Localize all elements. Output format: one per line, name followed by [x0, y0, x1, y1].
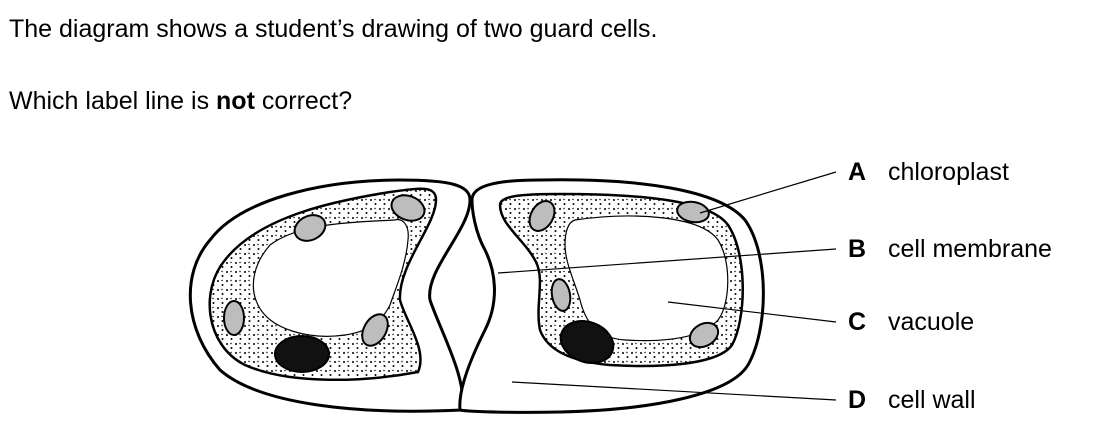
question-line-2: Which label line is not correct?	[9, 86, 352, 116]
label-line-b	[497, 248, 837, 274]
label-b-text: cell membrane	[888, 235, 1052, 263]
left-vacuole	[252, 218, 409, 337]
left-chloroplast-4	[361, 313, 389, 347]
label-c-letter: C	[848, 308, 866, 336]
left-guard-cell	[188, 178, 472, 413]
question-line-1: The diagram shows a student’s drawing of…	[9, 15, 658, 43]
label-d: D cell wall	[848, 386, 976, 414]
label-c: C vacuole	[848, 308, 974, 336]
right-chloroplast-4	[688, 321, 720, 349]
question-emphasis: not	[216, 87, 255, 115]
label-a-letter: A	[848, 158, 866, 186]
right-vacuole	[564, 215, 729, 342]
left-chloroplast-1	[293, 214, 327, 242]
question-suffix: correct?	[254, 87, 353, 115]
right-chloroplast-2	[676, 200, 710, 224]
label-b-letter: B	[848, 235, 866, 263]
right-nucleus	[559, 320, 615, 364]
right-chloroplast-3	[550, 278, 572, 312]
question-prefix: Which label line is	[9, 87, 217, 115]
label-line-a	[699, 171, 837, 214]
label-d-letter: D	[848, 386, 866, 414]
label-line-c	[667, 301, 837, 323]
label-c-text: vacuole	[888, 308, 974, 336]
left-nucleus	[274, 335, 330, 373]
right-guard-cell	[458, 178, 765, 414]
left-chloroplast-2	[390, 194, 426, 222]
label-a: A chloroplast	[848, 158, 1009, 186]
label-a-text: chloroplast	[888, 158, 1009, 186]
label-d-text: cell wall	[888, 386, 976, 414]
right-chloroplast-1	[528, 200, 556, 232]
left-chloroplast-3	[223, 300, 245, 336]
label-b: B cell membrane	[848, 235, 1052, 263]
label-line-d	[511, 381, 837, 401]
